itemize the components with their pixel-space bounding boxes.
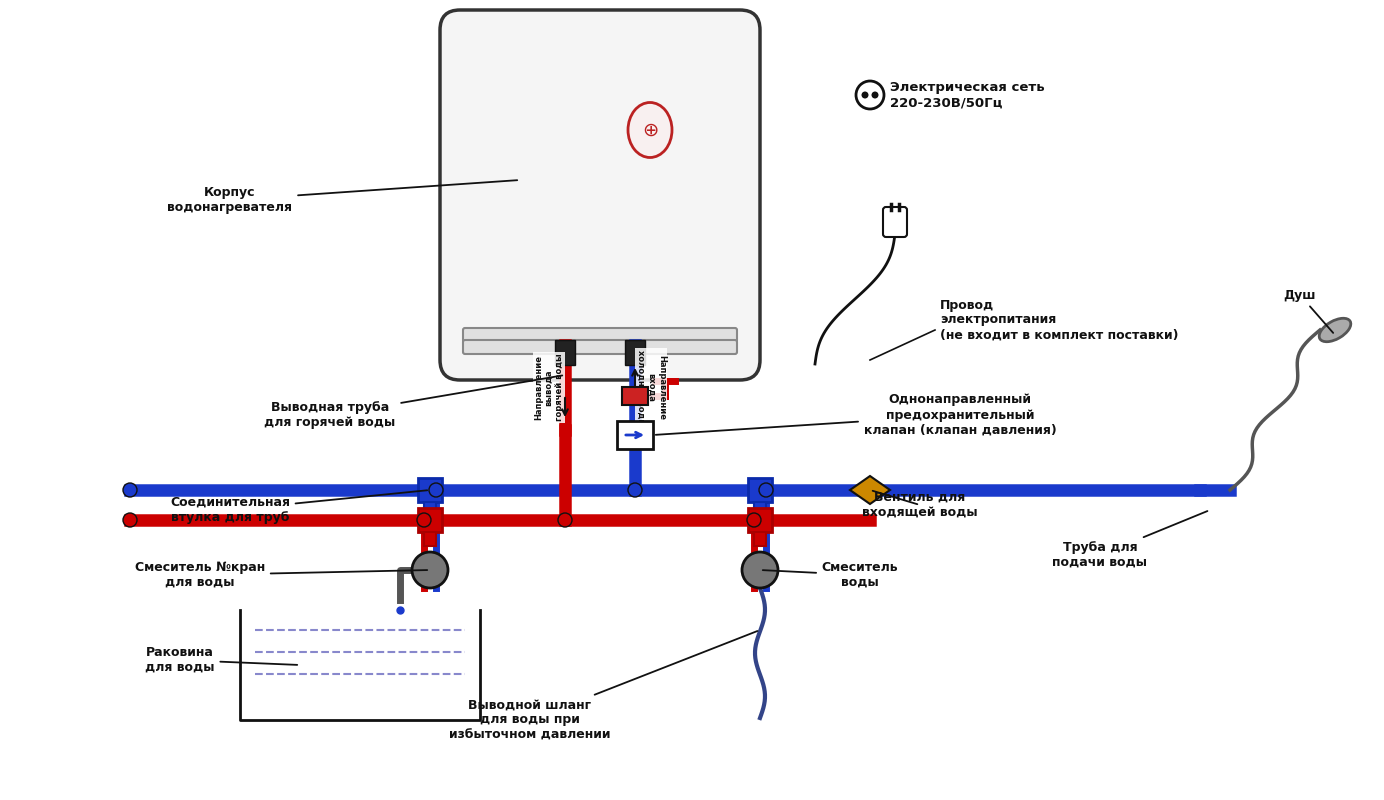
Circle shape	[742, 552, 778, 588]
Circle shape	[429, 483, 443, 497]
Circle shape	[758, 483, 774, 497]
Bar	[418, 478, 441, 502]
Text: Направление
вывода
горячей воды: Направление вывода горячей воды	[534, 354, 563, 422]
Polygon shape	[850, 476, 890, 504]
Text: Душ: Душ	[1284, 289, 1333, 333]
Text: Выводная труба
для горячей воды: Выводная труба для горячей воды	[264, 375, 562, 429]
Bar	[621, 387, 648, 405]
Circle shape	[558, 513, 572, 527]
Text: Выводной шланг
для воды при
избыточном давлении: Выводной шланг для воды при избыточном д…	[450, 631, 757, 742]
Circle shape	[747, 513, 761, 527]
FancyBboxPatch shape	[440, 10, 760, 380]
Text: Раковина
для воды: Раковина для воды	[145, 646, 298, 674]
Text: Смеситель №кран
для воды: Смеситель №кран для воды	[134, 561, 428, 589]
Text: Смеситель
воды: Смеситель воды	[763, 561, 898, 589]
Circle shape	[628, 483, 642, 497]
Bar	[747, 508, 772, 532]
Bar	[424, 532, 436, 546]
Circle shape	[417, 513, 430, 527]
FancyBboxPatch shape	[464, 340, 738, 354]
Ellipse shape	[628, 102, 673, 158]
Bar	[754, 502, 765, 516]
Circle shape	[872, 91, 879, 98]
Text: Электрическая сеть
220-230В/50Гц: Электрическая сеть 220-230В/50Гц	[890, 81, 1045, 109]
Bar	[424, 502, 436, 516]
Bar	[418, 508, 441, 532]
Text: Провод
электропитания
(не входит в комплект поставки): Провод электропитания (не входит в компл…	[940, 298, 1179, 342]
Bar	[555, 340, 574, 365]
Circle shape	[412, 552, 448, 588]
Circle shape	[855, 81, 884, 109]
Bar	[754, 532, 765, 546]
Text: Однонаправленный
предохранительный
клапан (клапан давления): Однонаправленный предохранительный клапа…	[656, 394, 1056, 437]
Bar	[617, 421, 653, 449]
Text: Корпус
водонагревателя: Корпус водонагревателя	[167, 180, 518, 214]
Text: Вентиль для
входящей воды: Вентиль для входящей воды	[862, 490, 978, 519]
Circle shape	[861, 91, 869, 98]
FancyBboxPatch shape	[883, 207, 907, 237]
Bar	[626, 340, 645, 365]
Bar	[747, 478, 772, 502]
Text: Направление
входа
холодной воды: Направление входа холодной воды	[637, 350, 666, 426]
Ellipse shape	[1319, 318, 1351, 342]
Text: Труба для
подачи воды: Труба для подачи воды	[1052, 511, 1207, 569]
Text: Соединительная
втулка для труб: Соединительная втулка для труб	[170, 490, 428, 524]
Circle shape	[123, 483, 137, 497]
Text: ⊕: ⊕	[642, 121, 659, 139]
FancyBboxPatch shape	[464, 328, 738, 342]
Circle shape	[123, 513, 137, 527]
